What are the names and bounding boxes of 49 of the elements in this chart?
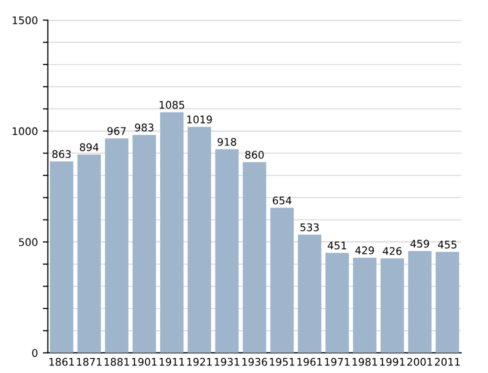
bar bbox=[242, 162, 266, 353]
data-label: 918 bbox=[218, 138, 236, 146]
data-label: 459 bbox=[410, 240, 430, 248]
bar bbox=[436, 252, 460, 353]
data-label: 983 bbox=[134, 124, 154, 132]
x-tick-label: 1991 bbox=[380, 358, 405, 366]
x-tick-label: 1931 bbox=[214, 358, 240, 366]
x-tick-label: 1981 bbox=[352, 358, 378, 366]
y-tick-label: 0 bbox=[32, 349, 38, 357]
x-tick-label: 1911 bbox=[160, 358, 184, 366]
x-tick-label: 1961 bbox=[297, 358, 322, 366]
data-label: 894 bbox=[80, 143, 99, 152]
x-tick-label: 1951 bbox=[270, 358, 294, 366]
data-label: 863 bbox=[52, 150, 71, 158]
data-label: 967 bbox=[107, 127, 126, 135]
y-tick-label: 1000 bbox=[12, 127, 38, 136]
data-label: 533 bbox=[300, 223, 319, 232]
bar bbox=[325, 252, 349, 353]
data-label: 1085 bbox=[160, 100, 184, 109]
bar bbox=[353, 258, 376, 353]
x-tick-label: 2001 bbox=[407, 358, 432, 366]
bar bbox=[408, 251, 432, 353]
bar bbox=[380, 258, 404, 353]
data-label: 429 bbox=[355, 246, 374, 254]
data-label: 860 bbox=[245, 150, 264, 159]
data-label: 426 bbox=[382, 247, 402, 255]
data-label: 451 bbox=[328, 242, 346, 250]
bar bbox=[50, 161, 74, 353]
y-tick-label: 500 bbox=[19, 238, 38, 246]
x-tick-label: 1861 bbox=[49, 358, 74, 366]
x-tick-label: 1921 bbox=[187, 358, 212, 366]
x-tick-label: 2011 bbox=[434, 358, 460, 366]
bar bbox=[132, 134, 156, 353]
bar bbox=[270, 208, 294, 353]
bar bbox=[188, 126, 212, 353]
x-tick-label: 1871 bbox=[77, 358, 102, 366]
x-tick-label: 1971 bbox=[325, 358, 350, 366]
bar bbox=[160, 112, 184, 353]
bar bbox=[77, 154, 101, 353]
bar bbox=[298, 234, 322, 353]
y-tick-label: 1500 bbox=[12, 16, 38, 24]
bar bbox=[215, 149, 239, 353]
x-tick-label: 1881 bbox=[104, 358, 130, 366]
x-tick-label: 1901 bbox=[132, 358, 157, 366]
data-label: 455 bbox=[438, 240, 456, 249]
bar bbox=[105, 138, 128, 353]
data-label: 1019 bbox=[187, 116, 212, 124]
data-label: 654 bbox=[272, 196, 292, 204]
x-tick-label: 1936 bbox=[242, 358, 268, 366]
